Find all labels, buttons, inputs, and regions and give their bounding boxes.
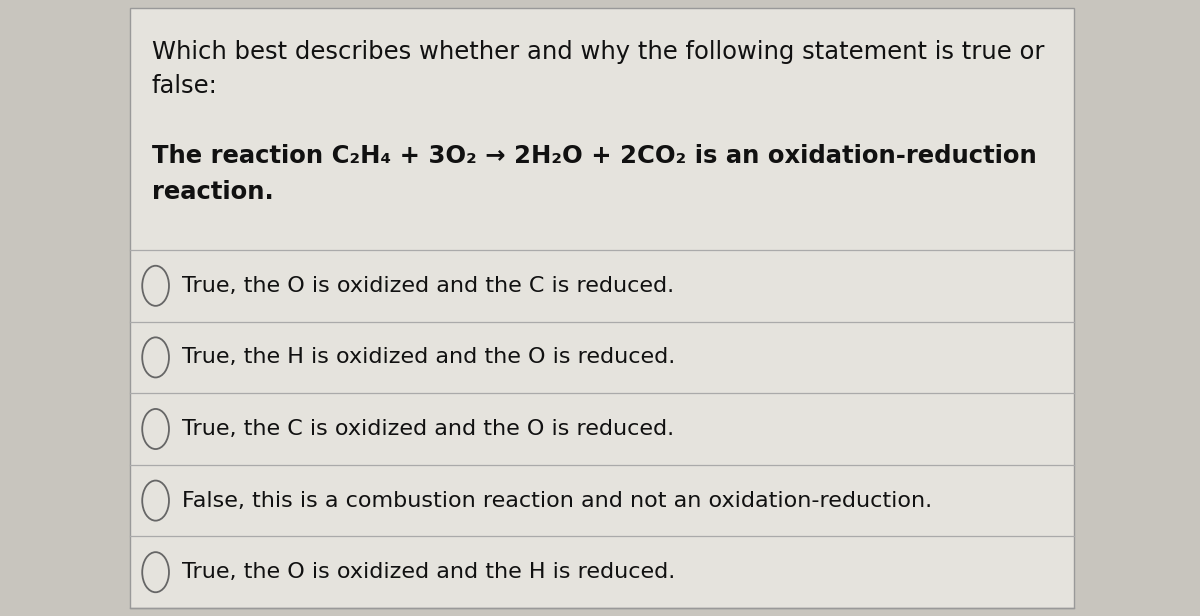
Text: False, this is a combustion reaction and not an oxidation-reduction.: False, this is a combustion reaction and… [181, 490, 931, 511]
Text: True, the O is oxidized and the C is reduced.: True, the O is oxidized and the C is red… [181, 276, 673, 296]
Text: The reaction C₂H₄ + 3O₂ → 2H₂O + 2CO₂ is an oxidation-reduction: The reaction C₂H₄ + 3O₂ → 2H₂O + 2CO₂ is… [151, 144, 1037, 168]
Text: Which best describes whether and why the following statement is true or: Which best describes whether and why the… [151, 40, 1044, 64]
Text: reaction.: reaction. [151, 180, 274, 204]
Text: True, the O is oxidized and the H is reduced.: True, the O is oxidized and the H is red… [181, 562, 674, 582]
Text: false:: false: [151, 74, 217, 98]
Bar [130, 8, 1074, 608]
Text: True, the C is oxidized and the O is reduced.: True, the C is oxidized and the O is red… [181, 419, 673, 439]
Text: True, the H is oxidized and the O is reduced.: True, the H is oxidized and the O is red… [181, 347, 674, 367]
